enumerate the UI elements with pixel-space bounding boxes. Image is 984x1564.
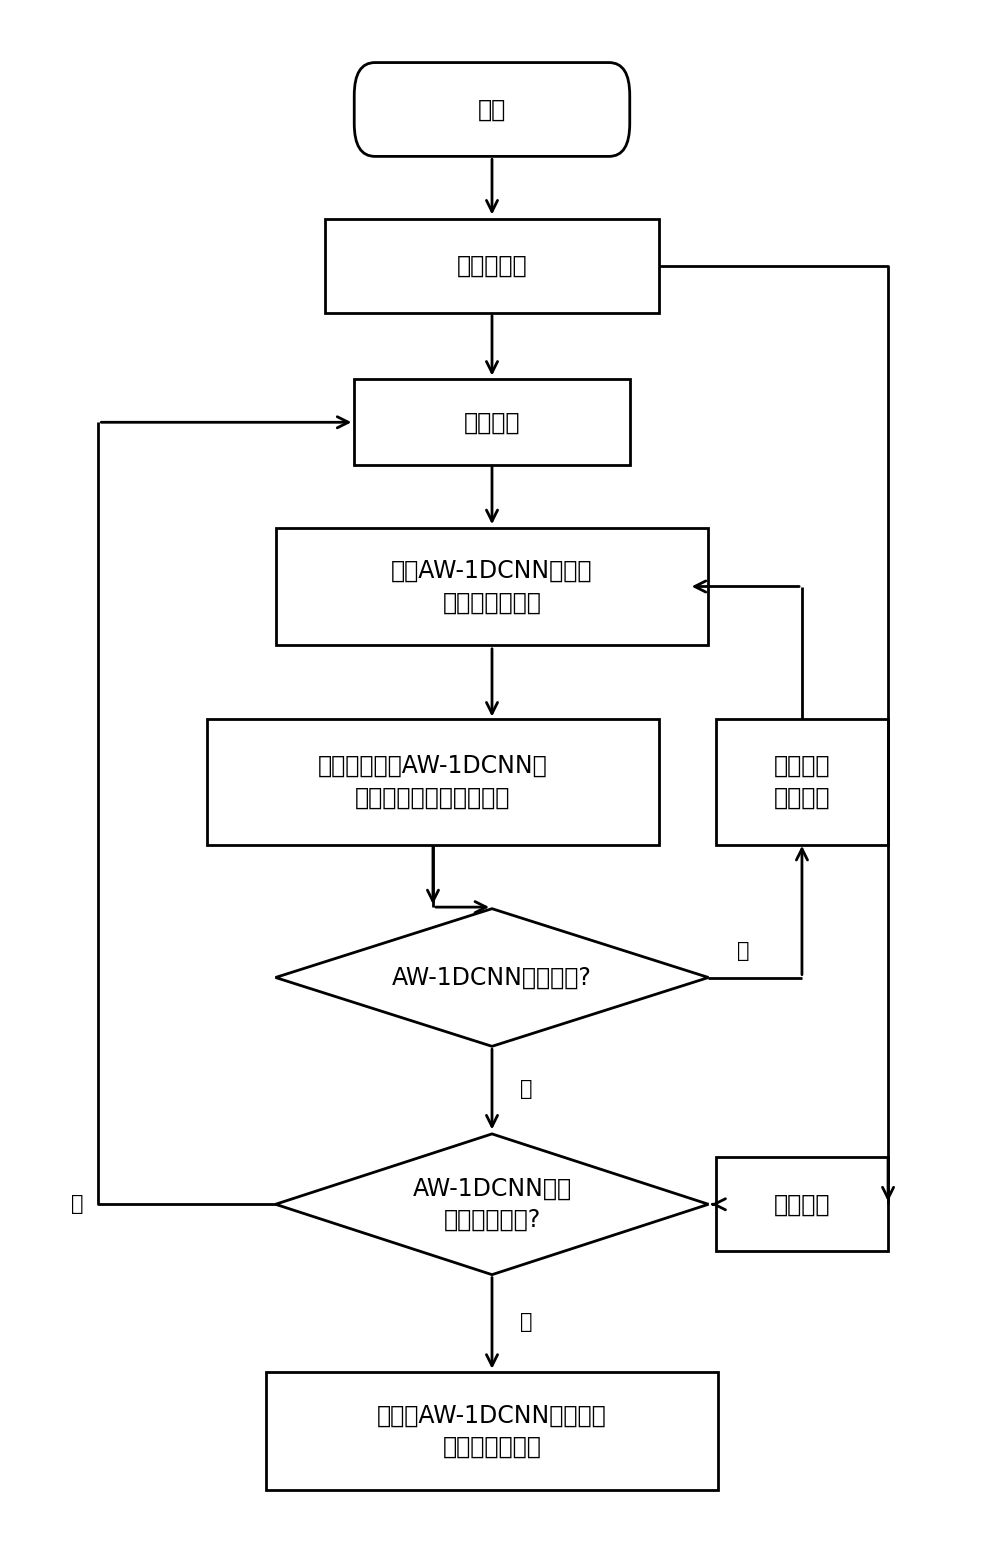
Text: 是: 是 bbox=[521, 1079, 532, 1098]
Bar bbox=[715, 1157, 888, 1251]
Text: 开始: 开始 bbox=[478, 97, 506, 122]
Text: 是: 是 bbox=[521, 1312, 532, 1331]
Text: 确定的AW-1DCNN模型用于
断路器故障诊断: 确定的AW-1DCNN模型用于 断路器故障诊断 bbox=[377, 1403, 607, 1459]
Polygon shape bbox=[276, 909, 708, 1046]
FancyBboxPatch shape bbox=[354, 63, 630, 156]
Text: 否: 否 bbox=[737, 942, 749, 960]
Bar bbox=[325, 219, 659, 313]
Bar bbox=[276, 529, 708, 644]
Text: AW-1DCNN模型收敛?: AW-1DCNN模型收敛? bbox=[392, 965, 592, 990]
Text: 训练样本: 训练样本 bbox=[463, 410, 521, 435]
Polygon shape bbox=[276, 1134, 708, 1275]
Text: 前向传播计算AW-1DCNN模
型输出与预期目标的误差: 前向传播计算AW-1DCNN模 型输出与预期目标的误差 bbox=[318, 754, 548, 810]
Bar bbox=[715, 719, 888, 845]
Text: 反向传播
优化权值: 反向传播 优化权值 bbox=[773, 754, 830, 810]
Text: 否: 否 bbox=[71, 1195, 83, 1214]
Text: 建立AW-1DCNN模型，
初始化模型参数: 建立AW-1DCNN模型， 初始化模型参数 bbox=[392, 558, 592, 615]
Text: 测试样本: 测试样本 bbox=[773, 1192, 830, 1217]
Bar bbox=[207, 719, 659, 845]
Text: 样本预处理: 样本预处理 bbox=[457, 253, 527, 278]
Bar bbox=[266, 1373, 718, 1489]
Bar bbox=[354, 378, 630, 465]
Text: AW-1DCNN模型
满足诊断要求?: AW-1DCNN模型 满足诊断要求? bbox=[412, 1176, 572, 1232]
